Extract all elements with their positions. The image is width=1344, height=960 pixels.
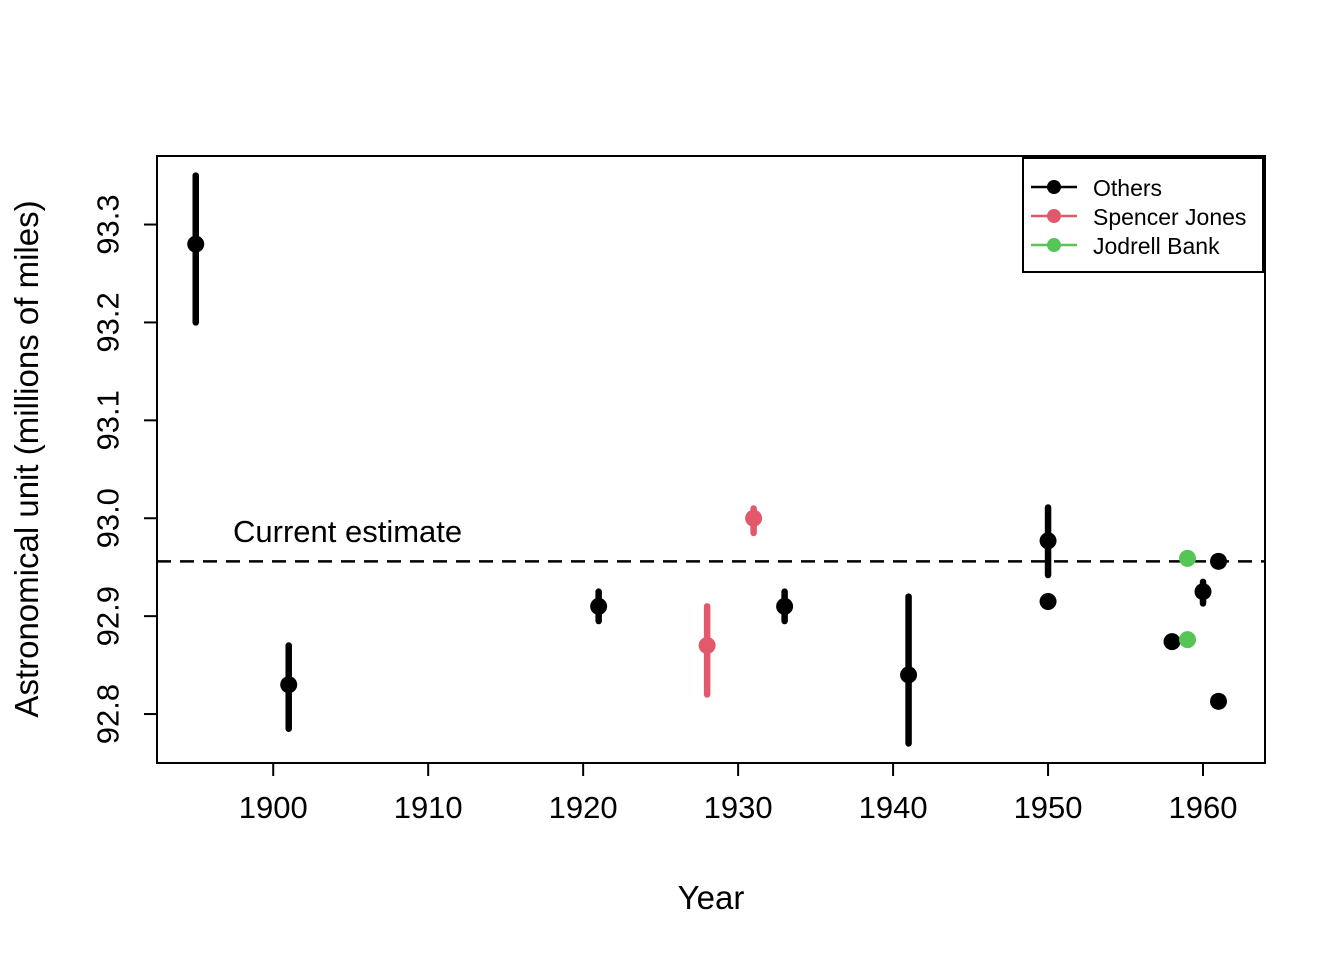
current-estimate-label: Current estimate <box>233 514 462 549</box>
data-point <box>1210 552 1228 570</box>
data-point <box>745 509 763 527</box>
legend-dot-others <box>1047 180 1061 194</box>
y-axis-title: Astronomical unit (millions of miles) <box>8 200 45 717</box>
x-tick-label: 1910 <box>394 790 463 825</box>
data-point <box>280 676 298 694</box>
x-tick-label: 1920 <box>549 790 618 825</box>
legend-label-jodrell-bank: Jodrell Bank <box>1093 233 1220 259</box>
data-point <box>1179 631 1197 649</box>
data-point <box>776 597 794 615</box>
data-point <box>1039 532 1057 550</box>
legend-dot-jodrell-bank <box>1047 238 1061 252</box>
data-point <box>1210 692 1228 710</box>
data-point <box>698 637 716 655</box>
x-tick-label: 1930 <box>704 790 773 825</box>
data-point <box>1194 583 1212 601</box>
plot-geometry: 1900 1910 1920 1930 1940 1950 1960 92.8 92.9 93.0… <box>91 172 1265 825</box>
data-point <box>900 666 918 684</box>
legend-label-spencer-jones: Spencer Jones <box>1093 204 1246 230</box>
x-tick-label: 1900 <box>239 790 308 825</box>
data-point <box>1039 592 1057 610</box>
y-tick-label: 93.3 <box>91 194 126 254</box>
data-point <box>1179 549 1197 567</box>
y-tick-label: 93.0 <box>91 488 126 548</box>
data-point <box>590 597 608 615</box>
legend: Others Spencer Jones Jodrell Bank <box>1022 157 1264 273</box>
plot-border <box>156 155 1266 764</box>
x-tick-label: 1940 <box>859 790 928 825</box>
data-point <box>187 235 205 253</box>
y-tick-label: 92.9 <box>91 586 126 646</box>
y-tick-label: 92.8 <box>91 684 126 744</box>
y-tick-label: 93.1 <box>91 390 126 450</box>
x-tick-label: 1960 <box>1169 790 1238 825</box>
legend-dot-spencer-jones <box>1047 209 1061 223</box>
x-tick-label: 1950 <box>1014 790 1083 825</box>
legend-label-others: Others <box>1093 175 1162 201</box>
y-tick-label: 93.2 <box>91 292 126 352</box>
x-axis-title: Year <box>678 879 745 916</box>
data-point <box>1163 633 1181 651</box>
